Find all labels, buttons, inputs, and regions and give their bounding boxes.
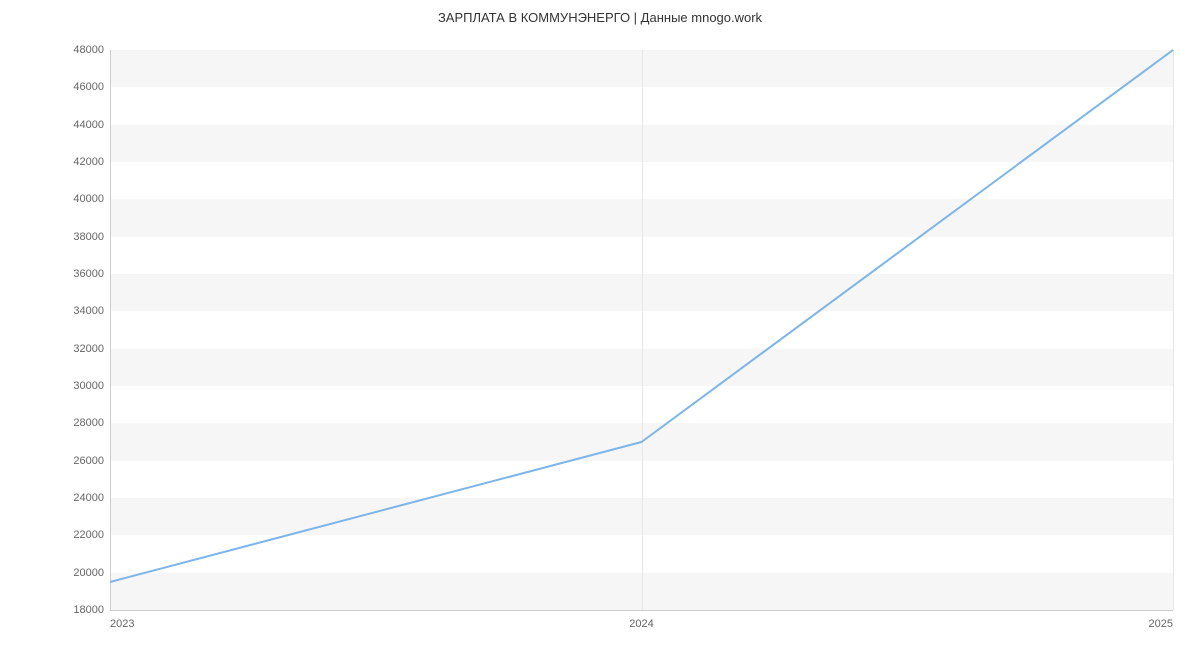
x-tick-label: 2024	[629, 618, 653, 630]
y-tick-label: 26000	[73, 455, 104, 467]
y-tick-label: 44000	[73, 119, 104, 131]
series-line-salary	[110, 50, 1173, 582]
y-tick-label: 18000	[73, 604, 104, 616]
y-tick-label: 46000	[73, 81, 104, 93]
x-tick-label: 2023	[110, 618, 134, 630]
y-tick-label: 32000	[73, 343, 104, 355]
series-layer	[110, 50, 1173, 610]
y-tick-label: 30000	[73, 380, 104, 392]
y-axis-labels: 1800020000220002400026000280003000032000…	[0, 50, 110, 610]
y-tick-label: 38000	[73, 231, 104, 243]
y-tick-label: 20000	[73, 567, 104, 579]
y-tick-label: 28000	[73, 417, 104, 429]
x-tick-label: 2025	[1149, 618, 1173, 630]
chart-container: ЗАРПЛАТА В КОММУНЭНЕРГО | Данные mnogo.w…	[0, 0, 1200, 650]
y-tick-label: 36000	[73, 268, 104, 280]
x-axis-line	[110, 610, 1173, 611]
x-grid-line	[1173, 50, 1174, 610]
plot-area	[110, 50, 1173, 610]
y-tick-label: 34000	[73, 305, 104, 317]
y-tick-label: 48000	[73, 44, 104, 56]
y-tick-label: 40000	[73, 193, 104, 205]
y-tick-label: 42000	[73, 156, 104, 168]
chart-title: ЗАРПЛАТА В КОММУНЭНЕРГО | Данные mnogo.w…	[0, 0, 1200, 25]
y-tick-label: 22000	[73, 529, 104, 541]
x-axis-labels: 2023 2024 2025	[110, 618, 1173, 638]
y-tick-label: 24000	[73, 492, 104, 504]
